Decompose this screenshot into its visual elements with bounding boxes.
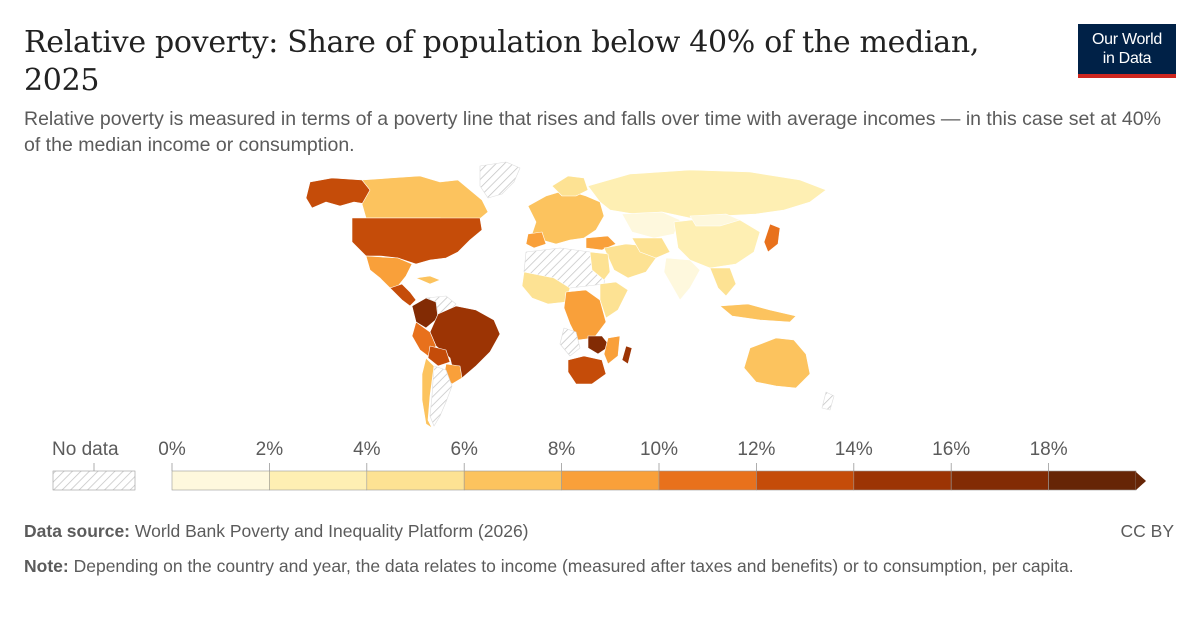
region-australia[interactable] (743, 337, 811, 389)
region-iberia[interactable] (525, 231, 547, 249)
legend-bin[interactable] (171, 470, 270, 491)
note-text: Depending on the country and year, the d… (73, 556, 1074, 576)
region-russia[interactable] (587, 169, 827, 219)
region-madagascar[interactable] (621, 345, 633, 365)
legend-bin[interactable] (269, 470, 368, 491)
region-southeast-asia[interactable] (709, 267, 737, 297)
region-greenland[interactable] (479, 161, 521, 199)
region-mongolia[interactable] (689, 213, 741, 227)
legend-bin[interactable] (658, 470, 757, 491)
license-link[interactable]: CC BY (1120, 521, 1174, 541)
region-zambia[interactable] (587, 335, 611, 355)
legend-tick-label: 4% (353, 439, 381, 460)
region-central-america[interactable] (389, 283, 417, 307)
legend-tick-label: 16% (932, 439, 971, 460)
region-bolivia[interactable] (427, 345, 451, 367)
data-source: Data source: World Bank Poverty and Ineq… (24, 521, 529, 542)
logo-line-2: in Data (1102, 50, 1152, 67)
legend-no-data-label: No data (52, 439, 119, 460)
legend-tick-label: 10% (639, 439, 679, 460)
region-india[interactable] (663, 257, 701, 301)
legend-bin[interactable] (950, 470, 1049, 491)
legend-tick-label: 14% (834, 439, 873, 460)
region-kazakhstan[interactable] (621, 211, 681, 239)
world-map[interactable] (270, 160, 870, 430)
footnote: Note: Depending on the country and year,… (24, 554, 1174, 579)
legend-tick-label: 6% (450, 439, 478, 460)
region-indonesia[interactable] (719, 303, 797, 323)
region-scandinavia[interactable] (551, 175, 589, 197)
region-alaska[interactable] (305, 177, 371, 209)
legend-tick-label: 8% (547, 439, 576, 460)
region-angola[interactable] (559, 327, 581, 357)
logo-line-1: Our World (1092, 31, 1162, 48)
legend-arrow (1136, 472, 1146, 490)
legend-bin[interactable] (1048, 470, 1137, 491)
region-iran[interactable] (631, 237, 671, 259)
owid-logo[interactable]: Our World in Data (1078, 24, 1176, 78)
region-east-africa[interactable] (599, 281, 629, 319)
source-text[interactable]: World Bank Poverty and Inequality Platfo… (134, 521, 529, 541)
region-west-africa[interactable] (521, 271, 571, 305)
legend-tick-label: 12% (737, 439, 776, 460)
region-mozambique[interactable] (603, 335, 621, 365)
legend-bin[interactable] (463, 470, 562, 491)
chart-subtitle: Relative poverty is measured in terms of… (24, 108, 1161, 156)
region-new-zealand[interactable] (821, 391, 835, 411)
legend-no-data-swatch (52, 470, 136, 491)
legend-bin[interactable] (561, 470, 660, 491)
region-chile[interactable] (421, 357, 435, 429)
note-label: Note: (24, 556, 69, 576)
region-south-africa[interactable] (567, 355, 607, 385)
source-label: Data source: (24, 521, 131, 541)
legend-bin[interactable] (853, 470, 952, 491)
region-caribbean[interactable] (415, 275, 441, 285)
chart-title: Relative poverty: Share of population be… (24, 25, 980, 98)
legend-tick-label: 18% (1029, 439, 1068, 460)
region-japan[interactable] (763, 223, 781, 253)
legend-bin[interactable] (756, 470, 855, 491)
region-egypt[interactable] (589, 251, 611, 281)
legend-tick-label: 0% (158, 439, 186, 460)
legend-bin[interactable] (366, 470, 465, 491)
legend-tick-label: 2% (255, 439, 284, 460)
region-argentina[interactable] (429, 365, 453, 427)
